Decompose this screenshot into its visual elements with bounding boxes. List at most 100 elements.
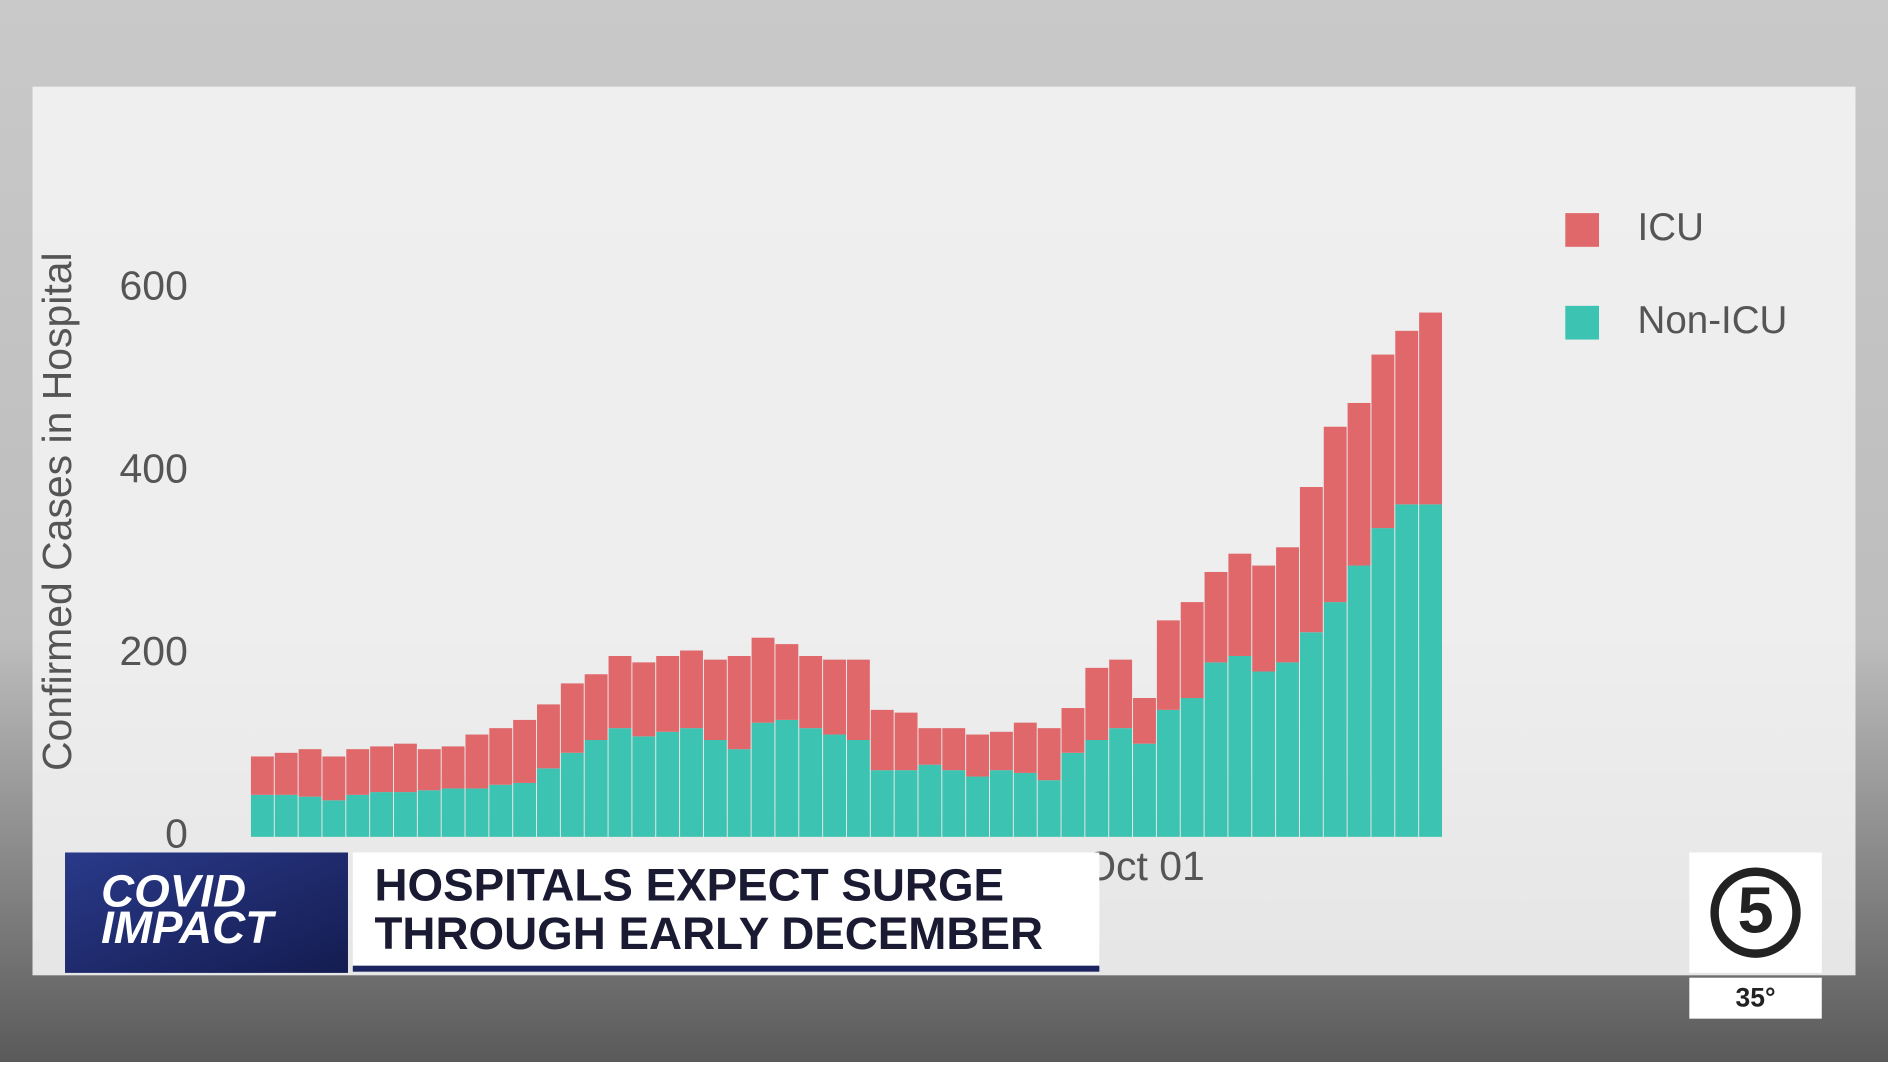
bar-segment	[346, 749, 370, 795]
covid-text: COVID	[101, 866, 246, 917]
y-tick-label: 200	[120, 628, 188, 674]
bar-segment	[584, 740, 608, 837]
bar-segment	[1252, 565, 1276, 672]
bar-segment	[274, 752, 298, 795]
bar-segment	[703, 740, 727, 837]
legend-swatch	[1565, 305, 1600, 340]
bar-segment	[370, 792, 394, 837]
y-tick-label: 600	[120, 263, 188, 309]
bar-segment	[1180, 698, 1204, 837]
bar-segment	[1228, 655, 1252, 837]
bar-segment	[346, 794, 370, 837]
bar-segment	[465, 788, 489, 837]
bar-segment	[1347, 565, 1371, 837]
bar-segment	[393, 792, 417, 837]
bar-segment	[1133, 743, 1156, 837]
x-tick-label: Oct 01	[1084, 843, 1205, 889]
bar-segment	[918, 764, 942, 837]
temperature: 35°	[1736, 982, 1776, 1012]
bar-segment	[989, 731, 1013, 771]
bar-segment	[1276, 547, 1299, 663]
headline-line-2: THROUGH EARLY DECEMBER	[374, 908, 1043, 959]
bar-segment	[584, 674, 608, 741]
bar-segment	[1061, 752, 1085, 837]
y-axis-label: Confirmed Cases in Hospital	[34, 252, 80, 771]
bar-segment	[1371, 528, 1395, 837]
bar-segment	[513, 782, 537, 837]
bar-segment	[656, 731, 680, 837]
bar-segment	[1085, 667, 1109, 741]
bar-segment	[1156, 709, 1180, 837]
bar-segment	[298, 796, 322, 837]
bar-segment	[727, 749, 751, 837]
bar-segment	[1299, 632, 1323, 837]
bar-segment	[1133, 698, 1156, 744]
headline-underline	[352, 965, 1100, 972]
y-tick-label: 400	[120, 445, 188, 491]
impact-text: IMPACT	[101, 902, 277, 953]
bar-segment	[1323, 426, 1347, 603]
bar-segment	[870, 770, 894, 837]
bar-segment	[537, 704, 560, 769]
covid-logo-box	[65, 852, 348, 973]
bar-segment	[1419, 504, 1443, 837]
bar-segment	[1228, 553, 1252, 656]
bar-segment	[1395, 504, 1419, 837]
bar-segment	[1061, 708, 1085, 753]
headline-line-1: HOSPITALS EXPECT SURGE	[374, 860, 1004, 911]
bar-segment	[966, 734, 990, 777]
temperature-box	[1689, 977, 1822, 1019]
legend-label: Non-ICU	[1638, 299, 1788, 342]
legend-label: ICU	[1638, 206, 1704, 249]
y-tick-label: 0	[165, 811, 188, 857]
bar-segment	[1252, 671, 1276, 837]
bar-segment	[823, 734, 846, 837]
bar-segment	[1037, 728, 1061, 781]
bar-segment	[989, 770, 1013, 837]
bar-segment	[727, 655, 751, 750]
bar-segment	[1204, 571, 1228, 663]
bar-segment	[322, 800, 346, 837]
bar-segment	[1347, 402, 1371, 566]
bar-segment	[1180, 602, 1204, 699]
bar-segment	[1204, 662, 1228, 837]
bar-segment	[1276, 662, 1299, 837]
bar-segment	[1395, 330, 1419, 505]
bar-segment	[846, 659, 870, 741]
bar-segment	[608, 728, 632, 837]
channel-ring	[1710, 867, 1801, 958]
bar-segment	[250, 794, 274, 837]
bar-segment	[823, 659, 846, 735]
bar-segment	[751, 637, 775, 723]
bar-segment	[942, 770, 966, 837]
bar-segment	[250, 756, 274, 795]
bar-segment	[775, 719, 799, 837]
bar-segment	[846, 740, 870, 837]
bar-segment	[513, 719, 537, 783]
bar-segment	[1371, 354, 1395, 529]
bar-segment	[1156, 620, 1180, 710]
bar-segment	[680, 650, 703, 729]
bar-segment	[775, 644, 799, 720]
bar-segment	[465, 734, 489, 789]
bar-segment	[894, 770, 918, 837]
bar-segment	[608, 655, 632, 729]
bar-segment	[632, 662, 656, 737]
bar-segment	[298, 749, 322, 797]
bar-segment	[680, 728, 703, 837]
bar-segment	[632, 736, 656, 837]
bar-segment	[1109, 728, 1133, 837]
bar-segment	[1013, 772, 1037, 837]
bar-segment	[393, 743, 417, 793]
bar-segment	[1013, 722, 1037, 773]
bar-segment	[1085, 740, 1109, 837]
bar-segment	[1109, 659, 1133, 729]
plot: 0 200 400 600 Oct 01 ICU Non-ICU	[120, 206, 1788, 889]
bar-segment	[966, 776, 990, 837]
bar-segment	[322, 756, 346, 801]
channel-number: 5	[1737, 873, 1773, 946]
bar-segment	[1299, 487, 1323, 633]
bar-segment	[489, 784, 513, 837]
bar-segment	[441, 746, 465, 789]
